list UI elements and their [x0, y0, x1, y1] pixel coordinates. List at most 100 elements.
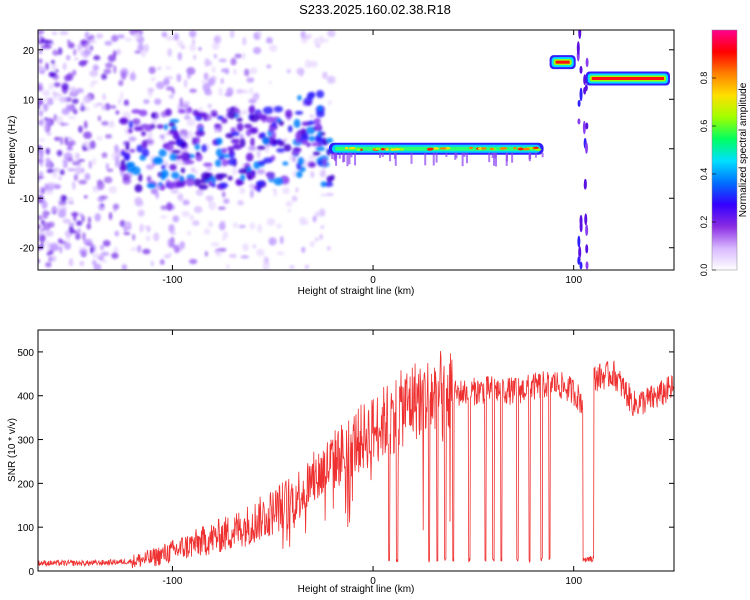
streak-blob [584, 84, 588, 92]
transition-blob [227, 158, 237, 166]
noise-blob [78, 179, 88, 185]
noise-blob [249, 67, 258, 75]
noise-blob [114, 160, 121, 168]
transition-blob [177, 108, 186, 114]
noise-blob [45, 261, 52, 268]
noise-blob [253, 92, 260, 101]
transition-blob [273, 105, 283, 113]
noise-blob [101, 73, 107, 80]
noise-blob [279, 235, 284, 245]
y-tick-label: 20 [23, 46, 35, 57]
noise-blob [153, 232, 160, 242]
noise-blob [58, 200, 67, 206]
noise-blob [92, 157, 97, 166]
colorbar-tick-label: 0.8 [699, 72, 709, 85]
noise-blob [103, 68, 112, 75]
noise-blob [188, 258, 198, 265]
noise-blob [50, 242, 59, 252]
noise-blob [105, 163, 110, 170]
main-line-spur [346, 152, 349, 167]
colorbar-tick-label: 0.0 [699, 264, 709, 277]
transition-blob [293, 118, 301, 128]
noise-blob [250, 189, 254, 199]
noise-blob [164, 160, 168, 170]
noise-blob [45, 147, 51, 155]
noise-blob [242, 52, 246, 60]
streak-blob [577, 99, 581, 107]
noise-blob [96, 181, 105, 191]
noise-blob [242, 243, 249, 252]
noise-blob [268, 80, 273, 85]
transition-blob [196, 111, 206, 118]
noise-blob [50, 59, 56, 65]
noise-blob [208, 201, 217, 211]
transition-blob [185, 159, 195, 165]
transition-blob [134, 126, 144, 131]
noise-blob [220, 78, 224, 84]
noise-blob [73, 212, 77, 222]
noise-blob [59, 169, 65, 176]
noise-blob [38, 233, 46, 243]
noise-blob [38, 138, 46, 143]
transition-blob [273, 177, 284, 186]
noise-blob [301, 246, 306, 253]
noise-blob [100, 203, 105, 207]
noise-blob [41, 200, 48, 210]
noise-blob [121, 264, 128, 270]
transition-blob [236, 122, 244, 132]
y-tick-label: 0 [28, 567, 34, 578]
noise-blob [124, 99, 129, 104]
noise-blob [38, 58, 43, 64]
noise-blob [38, 85, 44, 92]
noise-blob [139, 223, 144, 233]
transition-blob [306, 101, 311, 106]
noise-blob [83, 195, 88, 199]
transition-blob [214, 123, 221, 129]
main-line-spur [534, 152, 537, 158]
noise-blob [84, 173, 91, 181]
noise-blob [39, 152, 44, 161]
noise-blob [229, 30, 235, 39]
transition-blob [165, 144, 174, 151]
transition-blob [198, 184, 209, 190]
transition-blob [179, 142, 188, 148]
transition-blob [151, 112, 156, 118]
noise-blob [59, 245, 63, 254]
noise-blob [241, 89, 249, 94]
noise-blob [62, 160, 68, 169]
main-line-spur [445, 152, 448, 158]
noise-blob [44, 183, 48, 191]
noise-blob [40, 160, 44, 167]
transition-blob [221, 117, 228, 124]
noise-blob [129, 72, 136, 81]
noise-blob [242, 36, 247, 46]
noise-blob [292, 170, 297, 178]
noise-blob [266, 217, 276, 226]
noise-blob [187, 72, 191, 80]
noise-blob [124, 221, 132, 227]
transition-blob [171, 171, 180, 179]
transition-blob [221, 147, 228, 154]
transition-blob [248, 105, 255, 114]
transition-blob [210, 111, 218, 117]
noise-blob [291, 195, 298, 202]
noise-blob [186, 118, 196, 127]
noise-blob [207, 78, 216, 86]
noise-blob [83, 131, 92, 139]
noise-blob [92, 64, 99, 71]
noise-blob [147, 130, 153, 139]
transition-blob [308, 161, 316, 168]
main-line-peak [399, 148, 405, 151]
noise-blob [66, 196, 74, 205]
transition-blob [233, 108, 240, 114]
main-line-spur [394, 152, 397, 166]
noise-blob [76, 220, 83, 227]
noise-blob [314, 237, 319, 242]
noise-blob [60, 122, 66, 126]
noise-blob [207, 103, 212, 109]
noise-blob [62, 218, 71, 224]
transition-blob [227, 175, 233, 181]
noise-blob [39, 49, 43, 54]
noise-blob [173, 33, 179, 41]
noise-blob [170, 189, 179, 194]
